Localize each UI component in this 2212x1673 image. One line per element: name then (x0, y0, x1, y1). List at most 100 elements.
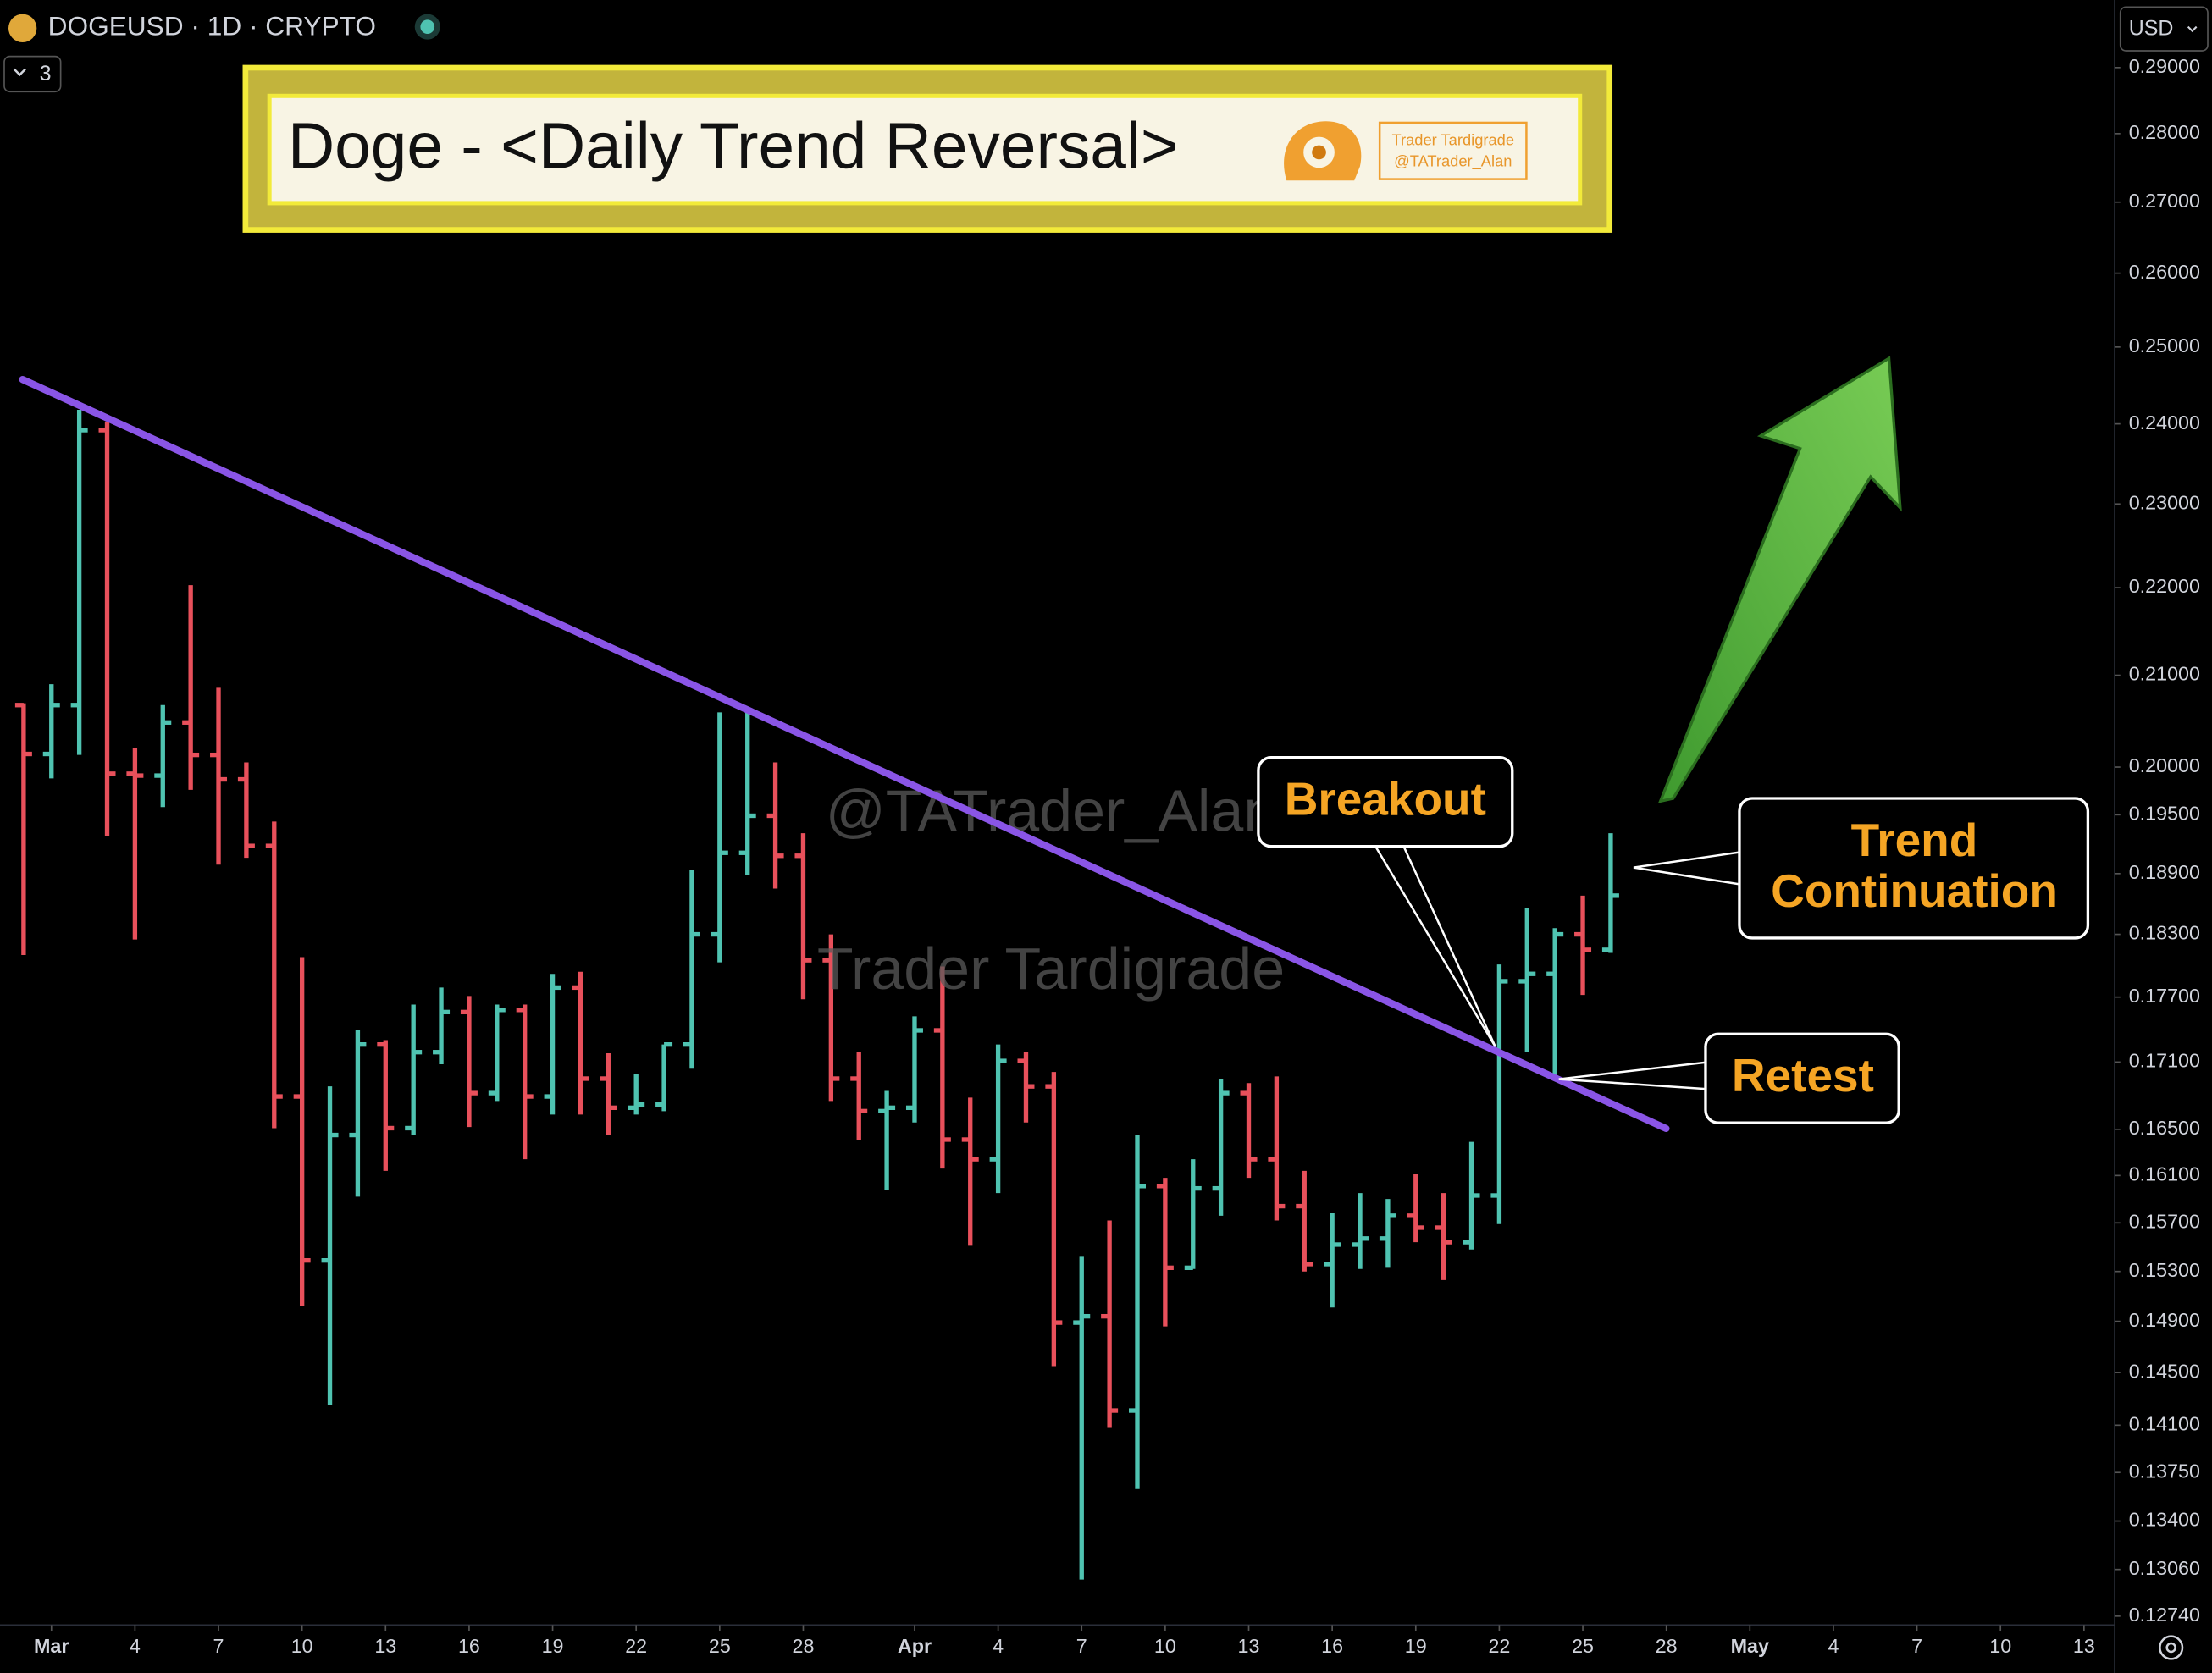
ohlc-bar (1268, 1076, 1286, 1221)
ohlc-bar (1601, 833, 1619, 953)
ohlc-bar (433, 987, 451, 1064)
ohlc-bar (572, 971, 589, 1115)
y-tick-label: 0.28000 (2129, 121, 2200, 143)
collapse-button[interactable] (3, 55, 62, 93)
ohlc-bar (1407, 1173, 1424, 1243)
ohlc-bar (488, 1004, 506, 1102)
y-tick-label: 0.15300 (2129, 1259, 2200, 1281)
ohlc-bar (321, 1086, 339, 1405)
x-tick-label: 4 (1828, 1635, 1839, 1657)
x-tick-label: 10 (291, 1635, 313, 1657)
x-tick-label: 4 (993, 1635, 1004, 1657)
y-tick-label: 0.25000 (2129, 334, 2200, 356)
x-tick-label: 28 (1656, 1635, 1678, 1657)
x-tick-label: 10 (1154, 1635, 1176, 1657)
ohlc-bar (961, 1097, 979, 1246)
callout-pointer (1558, 1061, 1707, 1090)
ohlc-bar (293, 957, 311, 1306)
callout-box (1704, 1032, 1900, 1124)
y-tick-label: 0.17100 (2129, 1050, 2200, 1072)
x-tick-label: 25 (1572, 1635, 1594, 1657)
ohlc-bar (265, 821, 283, 1129)
x-tick-label: 7 (1911, 1635, 1922, 1657)
ohlc-bar (1184, 1159, 1202, 1271)
ohlc-bar (1324, 1213, 1341, 1308)
ohlc-bar (1073, 1256, 1091, 1580)
x-tick-label: 25 (709, 1635, 731, 1657)
y-tick-label: 0.13060 (2129, 1557, 2200, 1579)
badge-text: @TATrader_Alan (1394, 152, 1512, 170)
y-tick-label: 0.16500 (2129, 1117, 2200, 1139)
settings-icon[interactable] (2159, 1635, 2184, 1660)
y-tick-label: 0.14900 (2129, 1309, 2200, 1331)
callout-box (1257, 756, 1514, 848)
ohlc-bar (738, 710, 756, 875)
x-tick-label: 16 (1321, 1635, 1343, 1657)
ohlc-bar (989, 1044, 1007, 1194)
x-tick-label: 16 (458, 1635, 480, 1657)
y-tick-label: 0.18900 (2129, 861, 2200, 883)
y-tick-label: 0.17700 (2129, 985, 2200, 1007)
currency-button[interactable] (2119, 6, 2209, 52)
y-tick-label: 0.24000 (2129, 411, 2200, 433)
x-tick-label: 28 (792, 1635, 814, 1657)
ohlc-bar (878, 1090, 896, 1190)
ohlc-bar (1296, 1170, 1313, 1272)
x-tick-label: 13 (374, 1635, 396, 1657)
y-tick-label: 0.12740 (2129, 1604, 2200, 1626)
currency: USD (2129, 17, 2174, 41)
collapse-count: 3 (40, 62, 52, 86)
ohlc-bar (1129, 1135, 1146, 1489)
ohlc-bar (655, 1042, 673, 1112)
ohlc-bar (210, 687, 228, 865)
ohlc-bar (98, 421, 116, 836)
ohlc-bar (349, 1030, 367, 1197)
ohlc-bar (405, 1004, 423, 1135)
ohlc-bar (1546, 928, 1564, 1079)
x-tick-label: 13 (1238, 1635, 1260, 1657)
ohlc-bar (822, 934, 840, 1102)
ohlc-bar (1017, 1052, 1035, 1123)
y-tick-label: 0.29000 (2129, 55, 2200, 77)
ohlc-bar (711, 712, 728, 963)
callout-pointer (1633, 851, 1741, 886)
ohlc-bar (1352, 1193, 1369, 1269)
ohlc-bar (1045, 1072, 1063, 1367)
ohlc-bar (516, 1004, 534, 1160)
chevron (2187, 25, 2198, 33)
x-tick-label: 22 (625, 1635, 647, 1657)
ohlc-bar (1212, 1078, 1230, 1216)
ohlc-bar (182, 585, 200, 790)
x-tick-label: Apr (898, 1635, 932, 1657)
ohlc-bar (933, 966, 951, 1169)
y-tick-label: 0.23000 (2129, 491, 2200, 513)
y-tick-label: 0.14500 (2129, 1360, 2200, 1382)
y-tick-label: 0.26000 (2129, 261, 2200, 283)
coin-icon (8, 14, 37, 42)
x-tick-label: Mar (34, 1635, 69, 1657)
y-tick-label: 0.18300 (2129, 922, 2200, 944)
annotation: Continuation (1771, 864, 2058, 917)
watermark: @TATrader_Alan (826, 777, 1276, 843)
ohlc-bar (70, 410, 88, 755)
ohlc-bar (1156, 1178, 1174, 1327)
status-dot (420, 19, 435, 34)
ohlc-bar (237, 762, 255, 859)
annotation: Retest (1732, 1049, 1874, 1102)
x-tick-label: 4 (130, 1635, 141, 1657)
annotation: Trend (1851, 814, 1978, 866)
x-tick-label: 13 (2073, 1635, 2095, 1657)
plot-area (14, 410, 1619, 1580)
x-tick-label: 19 (542, 1635, 564, 1657)
chart-title: Doge - <Daily Trend Reversal> (288, 111, 1179, 183)
ohlc-bar (1101, 1220, 1119, 1428)
ohlc-bar (460, 996, 478, 1128)
ohlc-bar (1240, 1083, 1258, 1179)
badge-text: Trader Tardigrade (1392, 130, 1515, 148)
ohlc-bar (600, 1052, 617, 1135)
ohlc-bar (1435, 1193, 1452, 1280)
symbol: DOGEUSD · 1D · CRYPTO (48, 11, 376, 41)
y-tick-label: 0.13750 (2129, 1460, 2200, 1482)
x-tick-label: May (1731, 1635, 1769, 1657)
